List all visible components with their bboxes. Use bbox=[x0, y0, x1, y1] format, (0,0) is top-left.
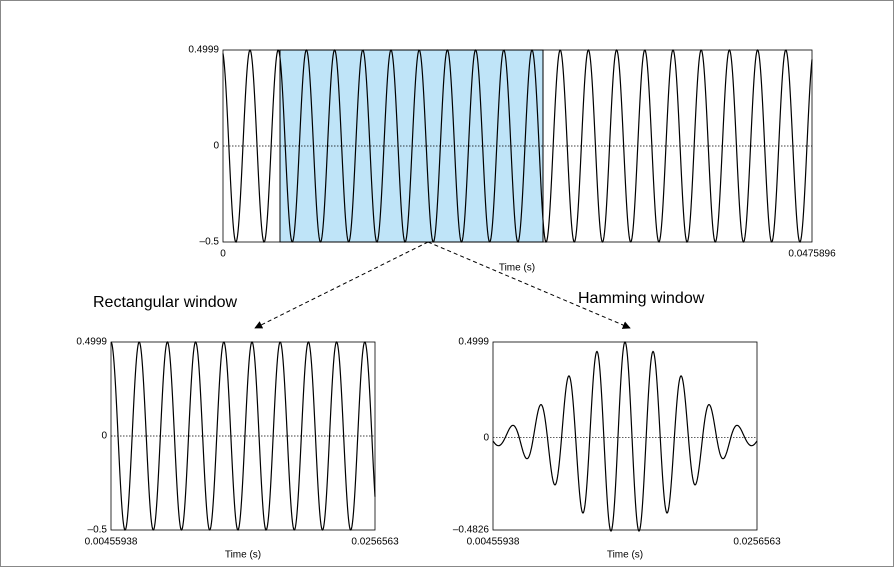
y-tick-label: 0 bbox=[213, 141, 219, 152]
y-tick-label: 0.4999 bbox=[76, 337, 107, 348]
arrow bbox=[427, 241, 631, 329]
x-tick-label: 0.0256563 bbox=[351, 537, 399, 548]
x-axis-label: Time (s) bbox=[225, 550, 261, 561]
y-tick-label: –0.5 bbox=[88, 525, 108, 536]
waveform bbox=[110, 341, 376, 531]
x-tick-label: 0.0475896 bbox=[788, 249, 836, 260]
plot-frame bbox=[492, 341, 758, 531]
x-tick-label: 0.00455938 bbox=[85, 537, 138, 548]
x-axis-label: Time (s) bbox=[607, 550, 643, 561]
waveform bbox=[492, 341, 758, 532]
x-tick-label: 0 bbox=[220, 249, 226, 260]
plot-frame bbox=[222, 49, 813, 243]
plot-title: Hamming window bbox=[578, 290, 705, 307]
y-tick-label: 0.4999 bbox=[188, 45, 219, 56]
y-tick-label: 0 bbox=[101, 431, 107, 442]
y-tick-label: –0.5 bbox=[200, 237, 220, 248]
y-tick-label: 0 bbox=[483, 432, 489, 443]
x-tick-label: 0.00455938 bbox=[467, 537, 520, 548]
arrow bbox=[254, 241, 429, 329]
x-tick-label: 0.0256563 bbox=[733, 537, 781, 548]
x-axis-label: Time (s) bbox=[499, 263, 535, 274]
plot-title: Rectangular window bbox=[93, 294, 238, 311]
y-tick-label: 0.4999 bbox=[458, 337, 489, 348]
plot-frame bbox=[110, 341, 376, 531]
y-tick-label: –0.4826 bbox=[453, 525, 490, 536]
